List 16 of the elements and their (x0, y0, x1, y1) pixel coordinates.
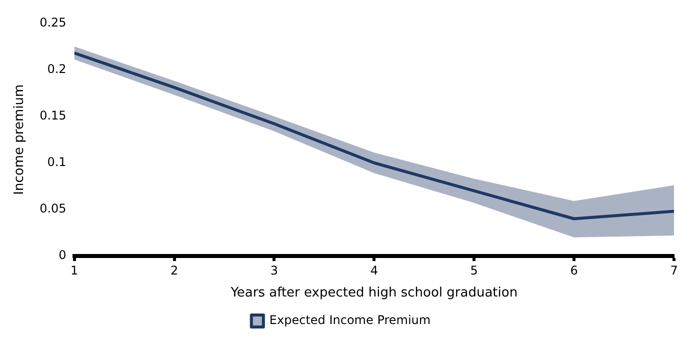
y-axis-title: Income premium (12, 84, 28, 195)
x-tick-label: 4 (370, 263, 378, 278)
legend-label: Expected Income Premium (269, 313, 431, 328)
x-tick-label: 2 (170, 263, 178, 278)
y-tick-label: 0 (58, 248, 66, 262)
x-tick-label: 7 (670, 263, 678, 278)
y-tick-label: 0.2 (47, 62, 66, 76)
x-tick-label: 5 (470, 263, 478, 278)
x-axis-title: Years after expected high school graduation (230, 286, 518, 301)
y-tick-label: 0.15 (40, 108, 66, 122)
y-tick-label: 0.1 (47, 155, 66, 170)
x-tick-label: 3 (270, 263, 278, 278)
y-tick-label: 0.25 (40, 15, 66, 30)
y-tick-label: 0.05 (40, 202, 66, 216)
x-tick-label: 6 (570, 263, 578, 278)
x-tick-label: 1 (70, 263, 78, 278)
